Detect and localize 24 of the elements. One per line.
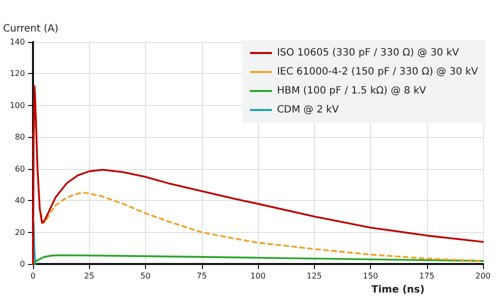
x-axis-title: Time (ns): [371, 284, 425, 296]
y-tick-label: 100: [10, 100, 25, 110]
y-tick-label: 120: [10, 69, 25, 78]
line-series: [32, 222, 36, 265]
x-tick-label: 200: [475, 272, 491, 281]
x-tick-label: 100: [250, 272, 266, 281]
legend-label: ISO 10605 (330 pF / 330 Ω) @ 30 kV: [276, 48, 460, 58]
x-tick-label: 25: [84, 272, 94, 281]
y-tick-label: 60: [14, 164, 25, 174]
y-tick-label: 80: [14, 132, 25, 142]
y-tick-label: 0: [20, 260, 25, 269]
legend-label: CDM @ 2 kV: [276, 104, 339, 116]
x-tick-label: 50: [140, 272, 151, 281]
y-axis-title: Current (A): [3, 24, 58, 34]
legend-label: IEC 61000-4-2 (150 pF / 330 Ω) @ 30 kV: [276, 66, 478, 78]
x-tick-label: 175: [419, 272, 434, 281]
x-tick-label: 125: [306, 272, 322, 281]
y-tick-label: 20: [14, 228, 25, 237]
legend-label: HBM (100 pF / 1.5 kΩ) @ 8 kV: [276, 86, 426, 96]
x-tick-label: 150: [362, 272, 378, 281]
y-tick-label: 40: [14, 196, 25, 206]
y-tick-label: 140: [10, 38, 25, 46]
x-tick-label: 75: [196, 272, 207, 281]
x-tick-label: 0: [30, 272, 36, 281]
